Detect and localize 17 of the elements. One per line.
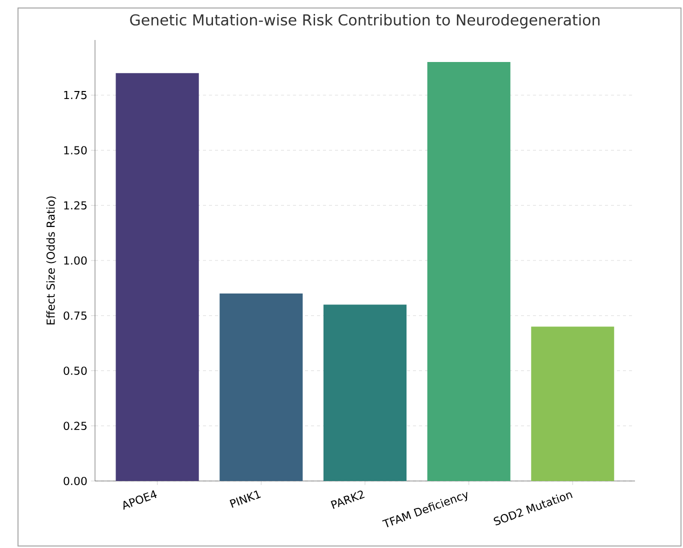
- y-tick-label: 0.25: [64, 422, 87, 430]
- bar: [116, 73, 199, 481]
- y-axis-title: Effect Size (Odds Ratio): [46, 196, 56, 324]
- y-tick-label: 1.00: [64, 256, 87, 265]
- y-tick-label: 0.00: [64, 476, 87, 486]
- x-tick-label: PINK1: [230, 490, 261, 508]
- y-tick-label: 1.75: [64, 91, 87, 100]
- y-tick-label: 1.25: [64, 201, 87, 210]
- bar: [323, 304, 407, 481]
- chart-title: Genetic Mutation-wise Risk Contribution to Neurodegeneration: [130, 14, 600, 28]
- y-tick-label: 1.50: [64, 146, 87, 154]
- bar: [531, 326, 614, 481]
- y-tick-label: 0.75: [64, 311, 87, 320]
- bar: [427, 62, 510, 481]
- y-tick-label: 0.50: [64, 366, 87, 375]
- x-tick-label: PARK2: [330, 490, 365, 509]
- bar: [220, 294, 303, 481]
